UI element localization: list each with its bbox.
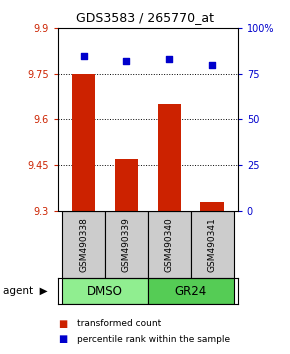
Bar xyxy=(62,211,105,278)
Text: GSM490340: GSM490340 xyxy=(165,217,174,272)
Bar xyxy=(148,211,191,278)
Point xyxy=(81,53,86,58)
Text: DMSO: DMSO xyxy=(87,285,123,298)
Point xyxy=(210,62,214,68)
Bar xyxy=(200,201,224,211)
Bar xyxy=(115,159,138,211)
Bar xyxy=(105,211,148,278)
Text: ■: ■ xyxy=(58,319,67,329)
Text: GDS3583 / 265770_at: GDS3583 / 265770_at xyxy=(76,11,214,24)
Text: GSM490339: GSM490339 xyxy=(122,217,131,272)
Bar xyxy=(72,74,95,211)
Text: GR24: GR24 xyxy=(175,285,207,298)
Bar xyxy=(191,211,233,278)
Point xyxy=(167,57,172,62)
Bar xyxy=(157,104,181,211)
Bar xyxy=(62,278,148,304)
Text: GSM490338: GSM490338 xyxy=(79,217,88,272)
Text: GSM490341: GSM490341 xyxy=(208,217,217,272)
Text: ■: ■ xyxy=(58,334,67,344)
Text: transformed count: transformed count xyxy=(77,319,161,329)
Point xyxy=(124,58,129,64)
Text: percentile rank within the sample: percentile rank within the sample xyxy=(77,335,230,344)
Text: agent  ▶: agent ▶ xyxy=(3,286,48,296)
Bar xyxy=(148,278,233,304)
